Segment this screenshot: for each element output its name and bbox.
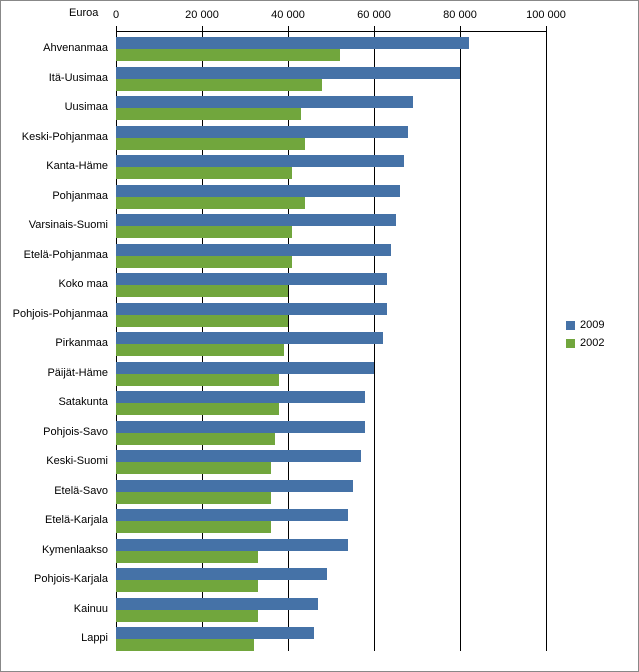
bar-2002: [116, 79, 322, 91]
y-axis-label: Etelä-Savo: [54, 485, 108, 497]
axis-title: Euroa: [69, 7, 98, 19]
bar-2002: [116, 167, 292, 179]
y-axis-label: Koko maa: [58, 278, 108, 290]
bar-2009: [116, 273, 387, 285]
bar-2002: [116, 108, 301, 120]
legend-label: 2002: [580, 337, 604, 349]
bar-2002: [116, 49, 340, 61]
bar-2002: [116, 256, 292, 268]
bar-2002: [116, 285, 288, 297]
bar-2009: [116, 96, 413, 108]
bar-2009: [116, 480, 353, 492]
bar-2009: [116, 67, 460, 79]
y-axis-label: Uusimaa: [65, 101, 108, 113]
bar-2009: [116, 37, 469, 49]
chart-container: Euroa 0 20 000 40 000 60 000 80 000 100 000 A…: [0, 0, 639, 672]
gridline: [460, 31, 461, 651]
y-axis-label: Kanta-Häme: [46, 160, 108, 172]
x-axis-label: 100 000: [526, 9, 566, 21]
bar-2002: [116, 492, 271, 504]
x-axis-label: 60 000: [357, 9, 391, 21]
bar-2009: [116, 332, 383, 344]
bar-2009: [116, 303, 387, 315]
bar-2009: [116, 185, 400, 197]
bar-2009: [116, 155, 404, 167]
x-axis-label: 80 000: [443, 9, 477, 21]
y-axis-label: Ahvenanmaa: [43, 42, 108, 54]
y-axis-label: Pirkanmaa: [55, 337, 108, 349]
bar-2002: [116, 226, 292, 238]
legend-label: 2009: [580, 319, 604, 331]
y-axis-label: Pohjois-Karjala: [34, 573, 108, 585]
y-axis-label: Itä-Uusimaa: [49, 72, 108, 84]
legend-swatch: [566, 321, 575, 330]
bar-2009: [116, 598, 318, 610]
bar-2009: [116, 509, 348, 521]
x-axis-label: 40 000: [271, 9, 305, 21]
gridline: [546, 31, 547, 651]
legend-item: 2009: [566, 319, 604, 331]
bar-2002: [116, 138, 305, 150]
y-axis-label: Keski-Suomi: [46, 455, 108, 467]
y-axis-label: Päijät-Häme: [47, 367, 108, 379]
bar-2009: [116, 391, 365, 403]
y-axis-label: Keski-Pohjanmaa: [22, 131, 108, 143]
bar-2002: [116, 551, 258, 563]
bar-2009: [116, 627, 314, 639]
bar-2002: [116, 197, 305, 209]
y-axis-label: Pohjois-Pohjanmaa: [13, 308, 108, 320]
bar-2002: [116, 610, 258, 622]
bar-2002: [116, 639, 254, 651]
y-axis-label: Varsinais-Suomi: [29, 219, 108, 231]
legend: 2009 2002: [566, 319, 604, 355]
bar-2009: [116, 126, 408, 138]
bar-2002: [116, 374, 279, 386]
bar-2002: [116, 403, 279, 415]
x-axis-line: [116, 31, 546, 32]
bar-2002: [116, 433, 275, 445]
x-axis-label: 0: [113, 9, 119, 21]
y-axis-label: Kainuu: [74, 603, 108, 615]
bar-2002: [116, 521, 271, 533]
x-tick: [546, 26, 547, 31]
bar-2009: [116, 421, 365, 433]
y-axis-label: Pohjois-Savo: [43, 426, 108, 438]
y-axis-label: Pohjanmaa: [52, 190, 108, 202]
bar-2002: [116, 580, 258, 592]
y-axis-label: Etelä-Pohjanmaa: [24, 249, 108, 261]
bar-2009: [116, 568, 327, 580]
y-axis-label: Lappi: [81, 632, 108, 644]
legend-swatch: [566, 339, 575, 348]
y-axis-label: Etelä-Karjala: [45, 514, 108, 526]
bar-2009: [116, 539, 348, 551]
y-axis-label: Kymenlaakso: [42, 544, 108, 556]
bar-2009: [116, 450, 361, 462]
legend-item: 2002: [566, 337, 604, 349]
bar-2002: [116, 344, 284, 356]
bar-2002: [116, 462, 271, 474]
bar-2009: [116, 244, 391, 256]
x-axis-label: 20 000: [185, 9, 219, 21]
y-axis-label: Satakunta: [58, 396, 108, 408]
bar-2009: [116, 362, 374, 374]
bar-2002: [116, 315, 288, 327]
bar-2009: [116, 214, 396, 226]
